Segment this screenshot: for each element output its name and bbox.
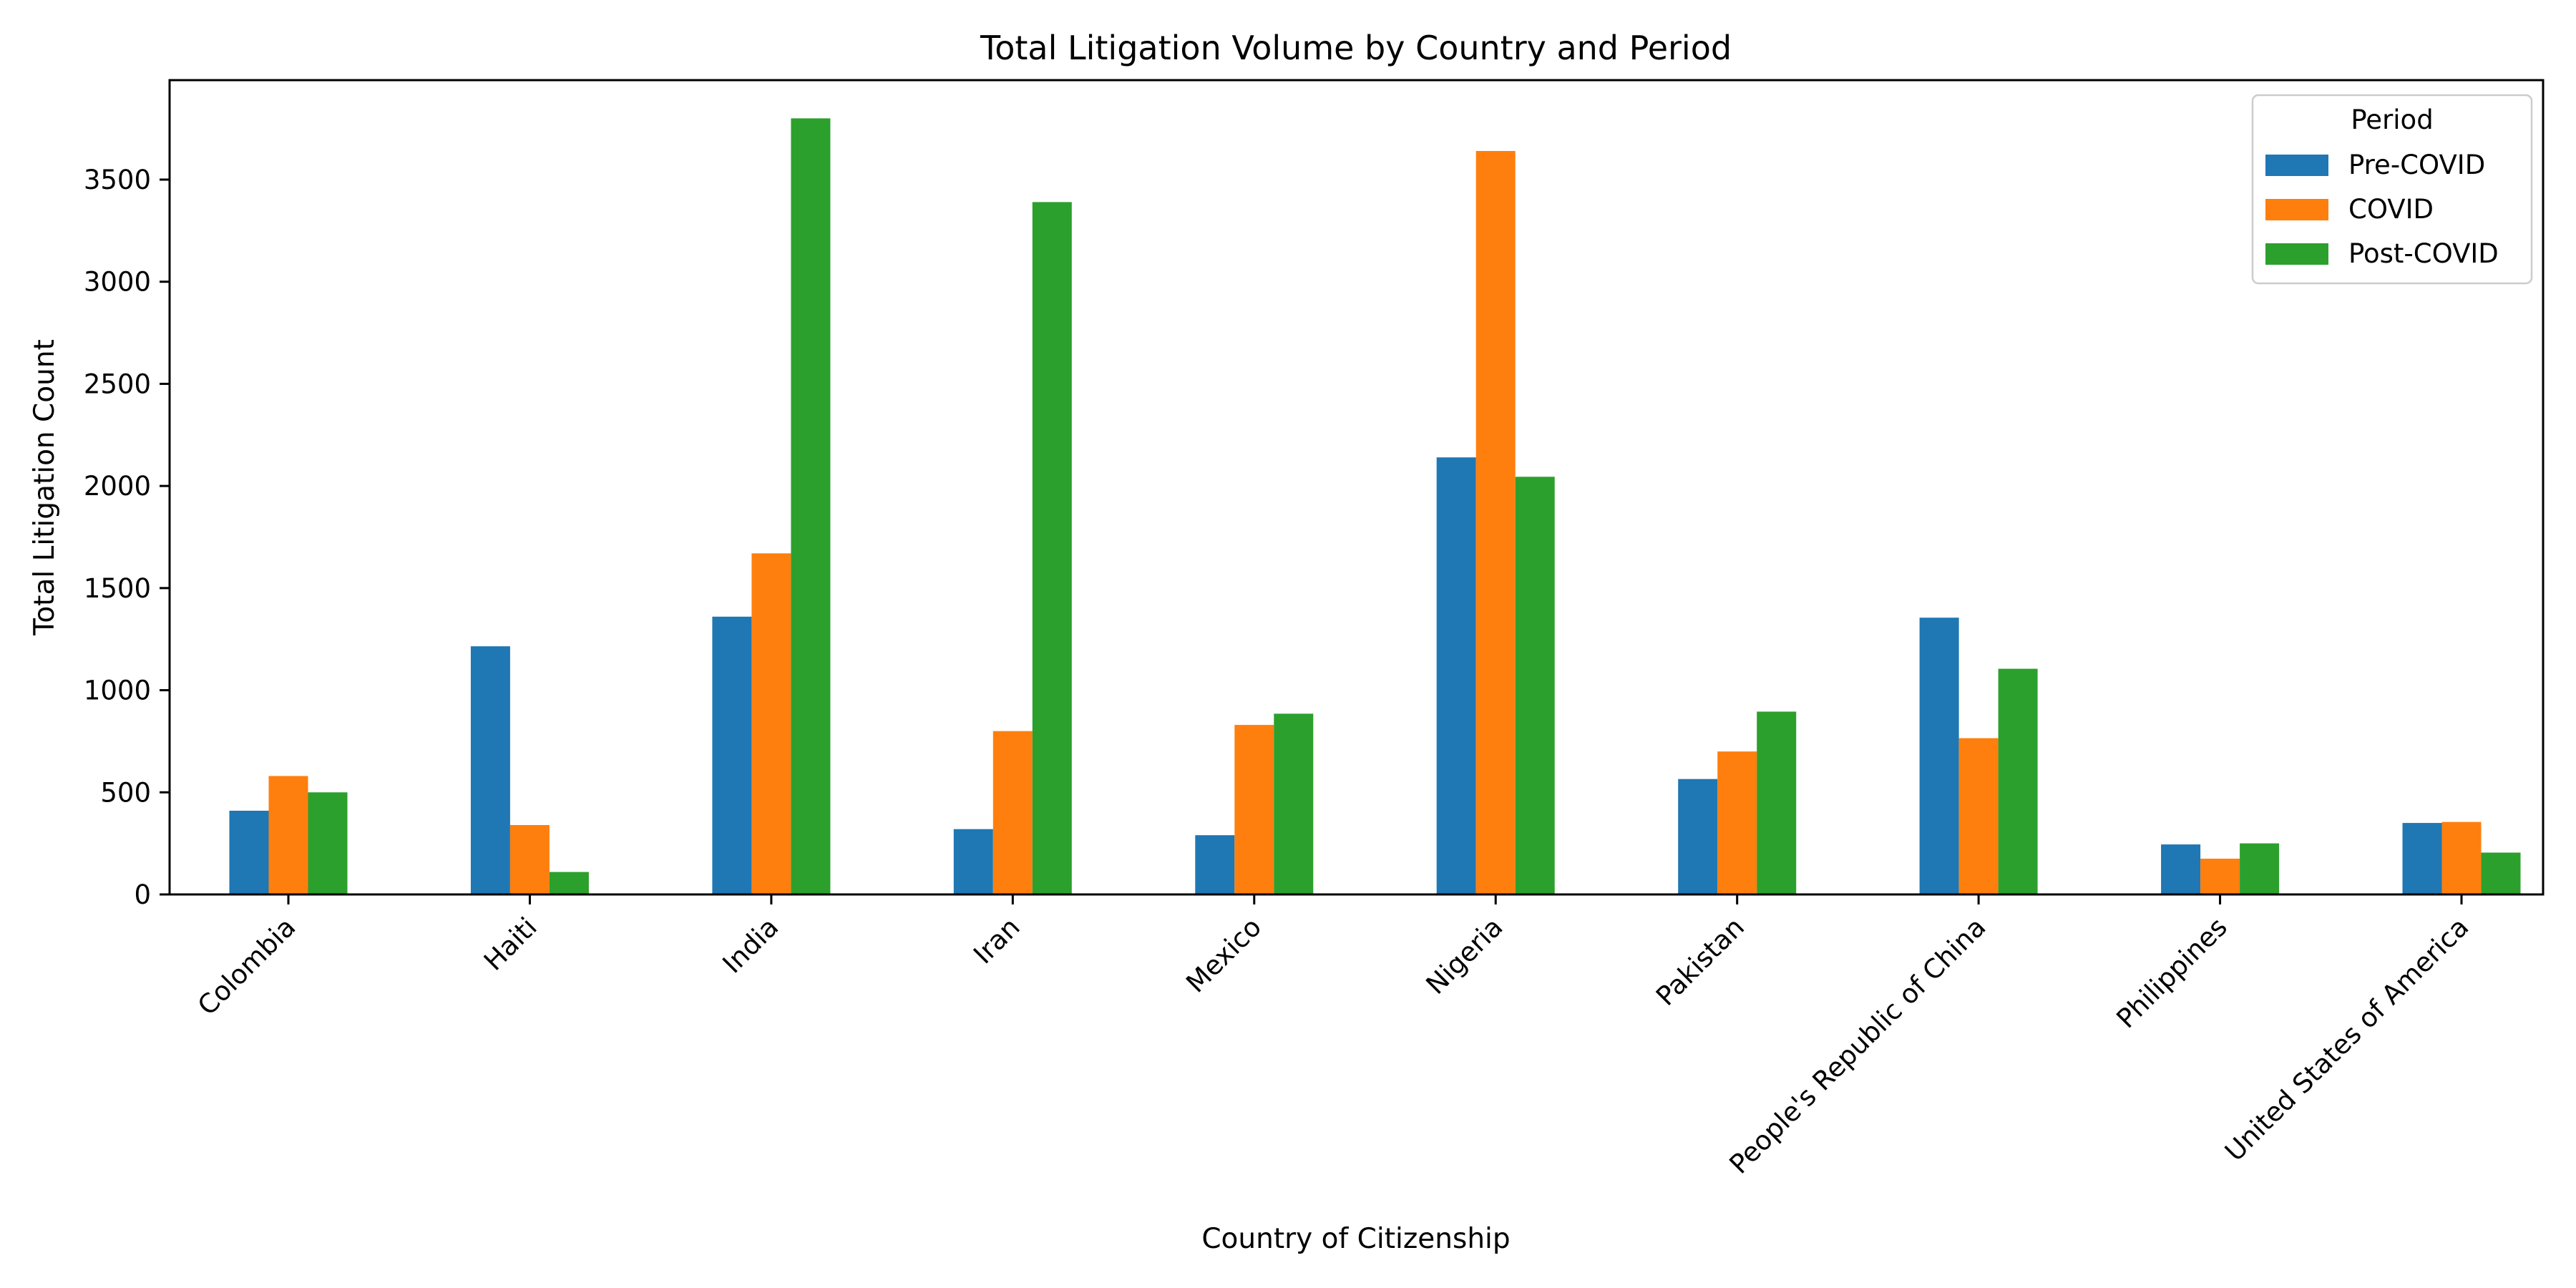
x-axis-label: Country of Citizenship <box>1201 1223 1510 1255</box>
bar-post-covid-haiti <box>549 872 589 894</box>
bar-covid-mexico <box>1234 725 1274 894</box>
bar-post-covid-nigeria <box>1515 477 1555 894</box>
bars-group <box>229 118 2521 894</box>
bar-covid-philippines <box>2200 859 2240 894</box>
bar-post-covid-iran <box>1032 202 1072 894</box>
legend-swatch-pre-covid <box>2265 155 2328 176</box>
bar-covid-haiti <box>509 825 550 894</box>
bar-covid-people-s-republic-of-china <box>1958 738 1999 894</box>
bar-pre-covid-people-s-republic-of-china <box>1919 618 1959 894</box>
legend-swatch-covid <box>2265 199 2328 220</box>
bar-covid-iran <box>992 731 1033 894</box>
bar-covid-india <box>751 553 791 894</box>
bar-pre-covid-philippines <box>2161 844 2201 894</box>
bar-pre-covid-nigeria <box>1436 457 1476 894</box>
bar-post-covid-colombia <box>308 792 348 894</box>
y-axis-label: Total Litigation Count <box>29 339 61 636</box>
legend-label-covid: COVID <box>2348 194 2434 225</box>
bar-pre-covid-haiti <box>470 646 510 894</box>
bar-post-covid-mexico <box>1274 713 1314 894</box>
legend-title: Period <box>2351 104 2433 135</box>
legend-label-pre-covid: Pre-COVID <box>2348 150 2485 180</box>
bar-post-covid-india <box>791 118 831 894</box>
bar-pre-covid-pakistan <box>1678 779 1718 894</box>
y-axis-ticks: 0 500 1000 1500 2000 2500 3000 3500 <box>84 165 170 910</box>
y-tick-label: 3000 <box>84 267 151 298</box>
y-tick-label: 0 <box>134 879 151 910</box>
bar-covid-colombia <box>268 776 308 894</box>
bar-covid-nigeria <box>1475 151 1516 894</box>
bar-post-covid-united-states-of-america <box>2481 852 2521 894</box>
y-tick-label: 2000 <box>84 471 151 502</box>
y-tick-label: 2500 <box>84 369 151 399</box>
y-tick-label: 1000 <box>84 675 151 706</box>
bar-covid-pakistan <box>1717 751 1757 894</box>
bar-pre-covid-united-states-of-america <box>2402 823 2442 894</box>
y-tick-label: 1500 <box>84 573 151 604</box>
bar-post-covid-people-s-republic-of-china <box>1998 668 2038 894</box>
bar-post-covid-philippines <box>2240 843 2280 894</box>
y-tick-label: 500 <box>100 777 151 808</box>
legend-swatch-post-covid <box>2265 243 2328 265</box>
legend: Period Pre-COVID COVID Post-COVID <box>2251 94 2533 285</box>
bar-post-covid-pakistan <box>1757 711 1797 894</box>
y-tick-label: 3500 <box>84 165 151 195</box>
bar-pre-covid-mexico <box>1195 835 1235 894</box>
legend-label-post-covid: Post-COVID <box>2348 238 2499 269</box>
chart-title: Total Litigation Volume by Country and P… <box>980 29 1732 67</box>
bar-covid-united-states-of-america <box>2441 821 2482 894</box>
bar-pre-covid-iran <box>953 829 993 894</box>
legend-frame <box>2251 94 2533 285</box>
plot-area-frame <box>168 79 2545 896</box>
bar-pre-covid-india <box>712 616 752 894</box>
bar-pre-covid-colombia <box>229 811 269 894</box>
